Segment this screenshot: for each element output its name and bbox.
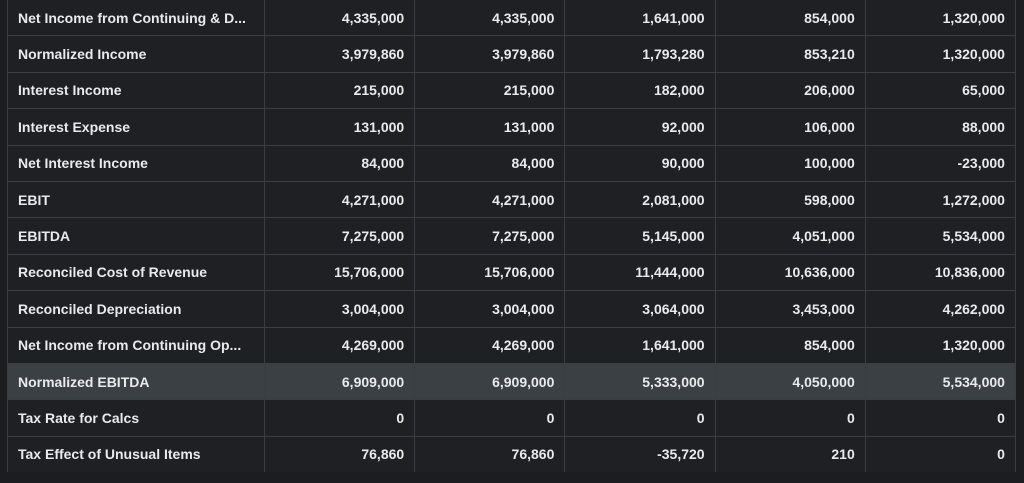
value-cell: 10,636,000 [714,253,866,292]
financials-table: Net Income from Continuing & D... 4,335,0… [7,0,1016,474]
value-cell: 11,444,000 [564,253,716,292]
value-cell: 4,271,000 [263,180,416,219]
row-label: Normalized Income [7,35,265,73]
table-row[interactable]: Reconciled Cost of Revenue 15,706,000 15,7… [7,253,1016,292]
table-row[interactable]: Tax Effect of Unusual Items 76,860 76,860-… [7,435,1016,474]
value-cell: 4,269,000 [414,326,566,364]
table-row[interactable]: Interest Expense 131,000 131,000 92,000 106,… [7,108,1016,146]
row-label: Tax Effect of Unusual Items [7,435,265,474]
table-row[interactable]: Interest Income 215,000 215,000 182,000 206,… [7,71,1016,110]
value-cell: 6,909,000 [414,362,566,401]
row-label: EBITDA [7,217,265,255]
value-cell: 76,860 [414,435,566,474]
table-row[interactable]: Normalized EBITDA 6,909,000 6,909,000 5,333… [7,362,1016,401]
value-cell: 215,000 [414,71,566,110]
value-cell: 853,210 [714,35,866,73]
value-cell: 15,706,000 [263,253,416,292]
row-label: Tax Rate for Calcs [7,399,265,437]
value-cell: 84,000 [414,144,566,182]
value-cell: 1,793,280 [564,35,716,73]
value-cell: 206,000 [714,71,866,110]
row-label: Net Interest Income [7,144,265,182]
row-label: Normalized EBITDA [7,362,265,401]
value-cell: 1,641,000 [564,0,716,37]
value-cell: 1,641,000 [564,326,716,364]
value-cell: 3,004,000 [414,290,566,328]
value-cell: 131,000 [414,108,566,146]
value-cell: 4,269,000 [263,326,416,364]
value-cell: 0 [864,435,1016,474]
value-cell: 854,000 [714,326,866,364]
value-cell: 1,272,000 [864,180,1016,219]
value-cell: 84,000 [263,144,416,182]
table-row[interactable]: Net Income from Continuing Op... 4,269,00… [7,326,1016,364]
bottom-strip [0,472,1024,483]
value-cell: 92,000 [564,108,716,146]
value-cell: 215,000 [263,71,416,110]
value-cell: 65,000 [864,71,1016,110]
financials-table-container: Net Income from Continuing & D... 4,335,0… [7,0,1016,474]
financials-table-body: Net Income from Continuing & D... 4,335,0… [7,0,1016,474]
row-label: Reconciled Depreciation [7,290,265,328]
row-label: Net Income from Continuing & D... [7,0,265,37]
value-cell: 4,050,000 [714,362,866,401]
value-cell: 5,145,000 [564,217,716,255]
value-cell: 1,320,000 [864,35,1016,73]
value-cell: 4,051,000 [714,217,866,255]
table-row[interactable]: EBIT 4,271,000 4,271,000 2,081,000 598,000 1,… [7,180,1016,219]
value-cell: 5,534,000 [864,217,1016,255]
value-cell: 2,081,000 [564,180,716,219]
value-cell: 3,453,000 [714,290,866,328]
value-cell: 1,320,000 [864,0,1016,37]
value-cell: 0 [414,399,566,437]
value-cell: -23,000 [864,144,1016,182]
value-cell: 7,275,000 [414,217,566,255]
table-row[interactable]: Reconciled Depreciation 3,004,000 3,004,00… [7,290,1016,328]
value-cell: 88,000 [864,108,1016,146]
row-label: Reconciled Cost of Revenue [7,253,265,292]
value-cell: 15,706,000 [414,253,566,292]
value-cell: 1,320,000 [864,326,1016,364]
value-cell: 131,000 [263,108,416,146]
value-cell: 210 [714,435,866,474]
value-cell: 598,000 [714,180,866,219]
value-cell: 90,000 [564,144,716,182]
value-cell: 106,000 [714,108,866,146]
value-cell: 5,333,000 [564,362,716,401]
value-cell: -35,720 [564,435,716,474]
row-label: Net Income from Continuing Op... [7,326,265,364]
value-cell: 100,000 [714,144,866,182]
value-cell: 4,262,000 [864,290,1016,328]
value-cell: 3,004,000 [263,290,416,328]
row-label: Interest Expense [7,108,265,146]
value-cell: 76,860 [263,435,416,474]
value-cell: 0 [714,399,866,437]
value-cell: 10,836,000 [864,253,1016,292]
value-cell: 7,275,000 [263,217,416,255]
value-cell: 4,271,000 [414,180,566,219]
table-row[interactable]: Net Income from Continuing & D... 4,335,0… [7,0,1016,37]
value-cell: 3,064,000 [564,290,716,328]
value-cell: 4,335,000 [263,0,416,37]
value-cell: 3,979,860 [263,35,416,73]
value-cell: 5,534,000 [864,362,1016,401]
value-cell: 3,979,860 [414,35,566,73]
value-cell: 4,335,000 [414,0,566,37]
table-row[interactable]: Tax Rate for Calcs 0 0 0 0 0 [7,399,1016,437]
value-cell: 6,909,000 [263,362,416,401]
table-row[interactable]: Normalized Income 3,979,860 3,979,860 1,793… [7,35,1016,73]
value-cell: 854,000 [714,0,866,37]
row-label: Interest Income [7,71,265,110]
value-cell: 0 [864,399,1016,437]
value-cell: 182,000 [564,71,716,110]
table-row[interactable]: EBITDA 7,275,000 7,275,000 5,145,000 4,051,0… [7,217,1016,255]
value-cell: 0 [564,399,716,437]
value-cell: 0 [263,399,416,437]
row-label: EBIT [7,180,265,219]
table-row[interactable]: Net Interest Income 84,000 84,000 90,000 100… [7,144,1016,182]
